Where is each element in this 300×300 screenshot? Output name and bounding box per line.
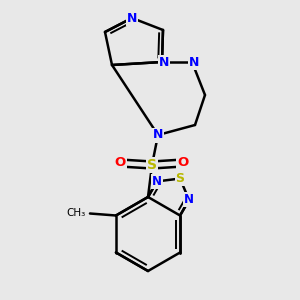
Text: N: N xyxy=(184,194,194,206)
Text: CH₃: CH₃ xyxy=(67,208,86,218)
Text: O: O xyxy=(177,157,189,169)
Text: N: N xyxy=(152,175,162,188)
Text: N: N xyxy=(127,11,137,25)
Text: N: N xyxy=(153,128,163,142)
Text: O: O xyxy=(114,157,126,169)
Text: N: N xyxy=(189,56,199,68)
Text: S: S xyxy=(147,158,157,172)
Text: S: S xyxy=(176,172,184,185)
Text: N: N xyxy=(159,56,169,68)
